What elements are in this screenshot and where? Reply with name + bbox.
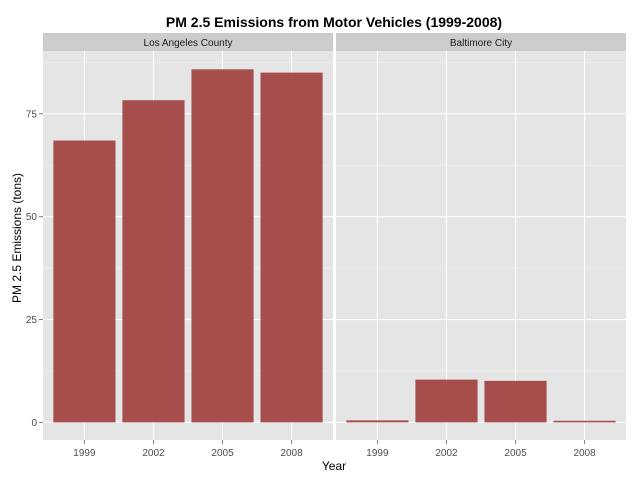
bar-2008: [260, 72, 323, 423]
panel-background: [336, 51, 626, 440]
bar-2005: [484, 380, 547, 423]
x-tick-label: 2008: [280, 448, 303, 459]
bar-1999: [53, 140, 116, 423]
y-tick-label: 25: [26, 315, 38, 326]
chart-title: PM 2.5 Emissions from Motor Vehicles (19…: [166, 14, 502, 30]
x-axis-title: Year: [322, 459, 346, 473]
y-axis: 0 25 50 75: [26, 109, 43, 429]
x-tick-label: 1999: [366, 448, 389, 459]
bar-2008: [553, 420, 616, 423]
facet-1: Baltimore City 1999 2002 2005 2008: [336, 33, 626, 459]
bar-2005: [191, 69, 254, 423]
y-tick-label: 50: [26, 212, 38, 223]
facet-strip: [336, 33, 626, 51]
bar-1999: [346, 420, 409, 423]
facet-strip-label: Los Angeles County: [144, 38, 233, 49]
bar-2002: [122, 100, 185, 423]
y-tick-label: 75: [26, 109, 38, 120]
x-tick-label: 2005: [504, 448, 527, 459]
x-tick-label: 2008: [573, 448, 596, 459]
y-tick-label: 0: [31, 418, 37, 429]
facet-0: Los Angeles County 1999 2002 2005 2008: [43, 33, 333, 459]
x-tick-label: 2002: [142, 448, 165, 459]
x-tick-label: 2002: [435, 448, 458, 459]
x-tick-label: 1999: [73, 448, 96, 459]
x-tick-label: 2005: [211, 448, 234, 459]
facet-strip-label: Baltimore City: [450, 38, 512, 49]
facet-strip: [43, 33, 333, 51]
bar-2002: [415, 379, 478, 423]
y-axis-title: PM 2.5 Emissions (tons): [10, 173, 24, 303]
